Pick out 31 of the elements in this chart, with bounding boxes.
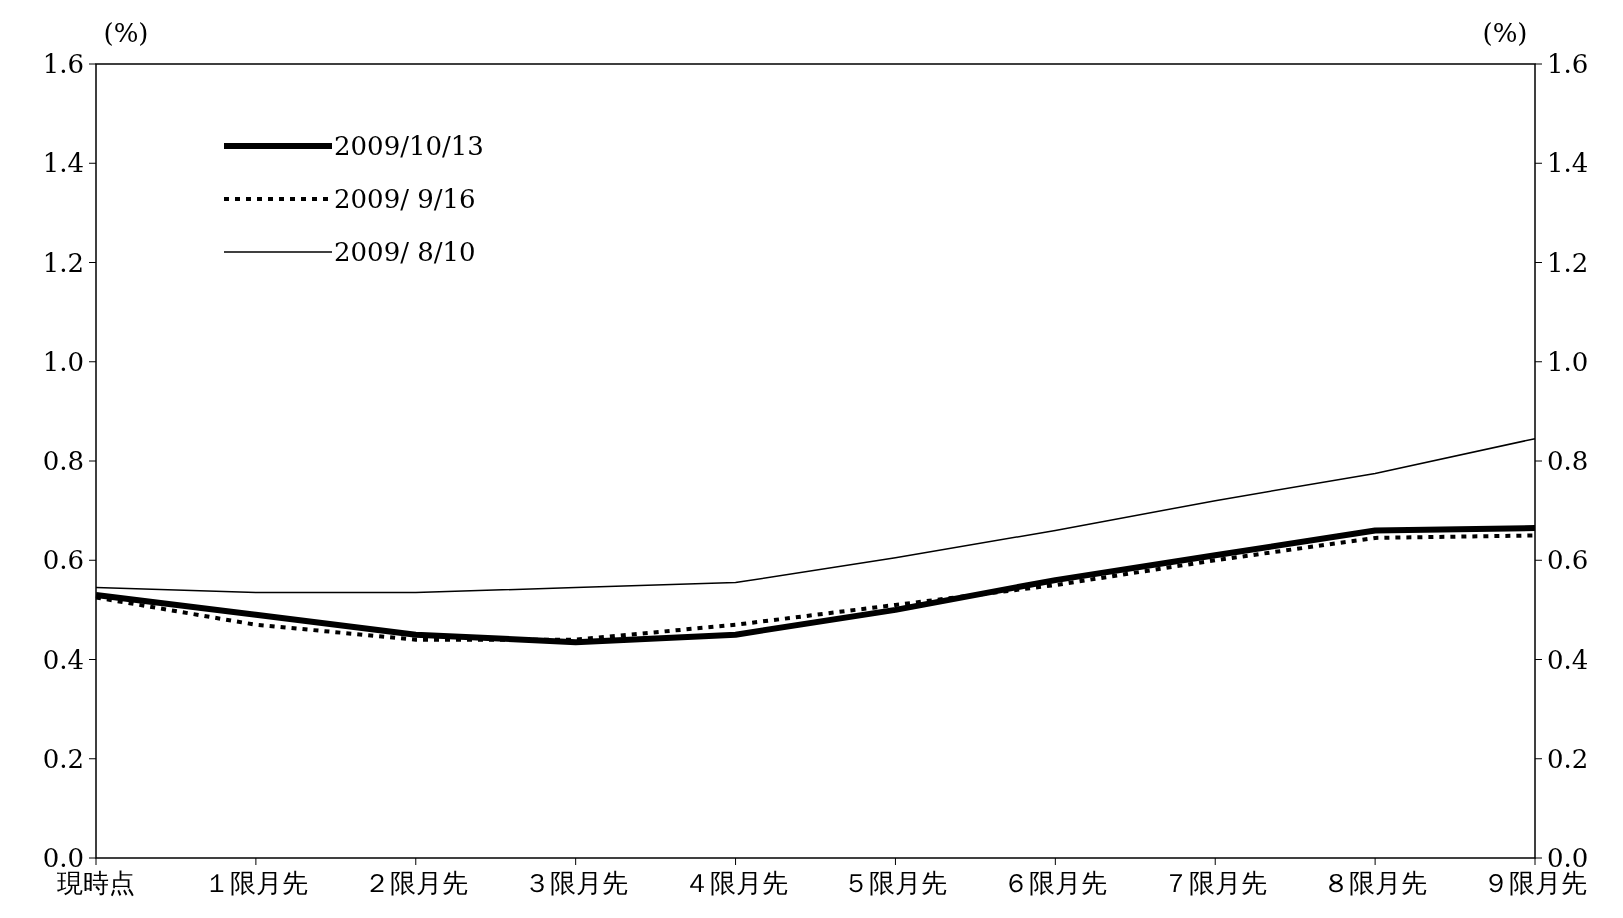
y-tick-label: 1.0 xyxy=(42,346,84,377)
x-tick-label: 現時点 xyxy=(57,868,135,898)
legend-label: 2009/ 9/16 xyxy=(334,184,476,214)
x-tick-label: ２限月先 xyxy=(363,868,468,898)
y2-tick-label: 0.6 xyxy=(1547,545,1589,576)
x-tick-label: ３限月先 xyxy=(523,868,628,898)
y2-tick-label: 1.0 xyxy=(1547,346,1589,377)
y-tick-label: 1.6 xyxy=(42,49,84,79)
y-axis-title: (%) xyxy=(103,18,149,48)
y2-tick-label: 1.2 xyxy=(1547,247,1589,278)
y-tick-label: 0.2 xyxy=(42,743,84,774)
y2-tick-label: 1.4 xyxy=(1547,148,1589,179)
x-tick-label: ６限月先 xyxy=(1003,868,1108,898)
x-tick-label: ４限月先 xyxy=(683,868,788,898)
x-tick-label: １限月先 xyxy=(203,868,308,898)
x-tick-label: ５限月先 xyxy=(843,868,948,898)
y2-tick-label: 0.2 xyxy=(1547,743,1589,774)
y-tick-label: 0.8 xyxy=(42,446,84,476)
y2-tick-label: 0.4 xyxy=(1547,644,1589,675)
y-tick-label: 1.4 xyxy=(42,148,84,179)
y2-axis-title: (%) xyxy=(1482,18,1528,48)
x-tick-label: ８限月先 xyxy=(1323,868,1428,898)
legend-label: 2009/ 8/10 xyxy=(334,237,476,267)
y-tick-label: 1.2 xyxy=(42,247,84,278)
legend-label: 2009/10/13 xyxy=(334,131,484,161)
x-tick-label: ９限月先 xyxy=(1483,868,1587,898)
x-tick-label: ７限月先 xyxy=(1163,868,1268,898)
y-tick-label: 0.6 xyxy=(42,545,84,576)
y2-tick-label: 1.6 xyxy=(1547,49,1589,79)
y2-tick-label: 0.8 xyxy=(1547,446,1589,476)
y-tick-label: 0.4 xyxy=(42,644,84,675)
